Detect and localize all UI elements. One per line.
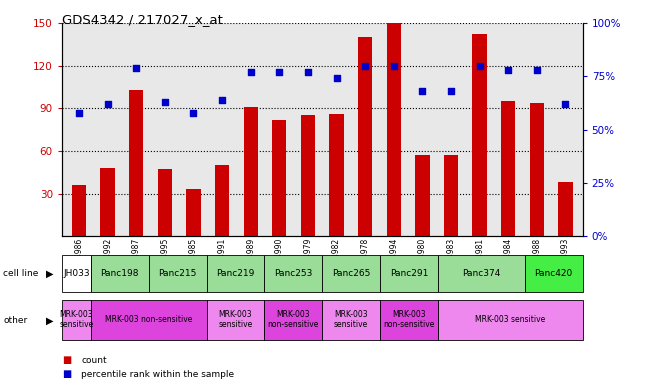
Point (389, 63, 399, 69)
Bar (206, 300, 264, 340)
Text: Panc291: Panc291 (390, 269, 428, 278)
Text: percentile rank within the sample: percentile rank within the sample (81, 370, 234, 379)
Bar (206, 255, 264, 292)
Text: MRK-003
sensitive: MRK-003 sensitive (218, 310, 253, 329)
Bar (501, 101, 516, 236)
Point (102, 101, 113, 107)
Point (245, 69, 256, 75)
Text: GDS4342 / 217027_x_at: GDS4342 / 217027_x_at (62, 13, 223, 26)
Bar (559, 182, 573, 236)
Text: MRK-003
sensitive: MRK-003 sensitive (59, 310, 94, 329)
Point (303, 69, 313, 75)
Point (217, 97, 227, 103)
Point (74, 109, 84, 116)
Point (503, 67, 514, 73)
Point (446, 88, 456, 94)
Text: count: count (81, 356, 107, 365)
Text: other: other (3, 316, 27, 325)
Text: Panc198: Panc198 (100, 269, 139, 278)
Bar (100, 168, 115, 236)
Bar (329, 114, 344, 236)
Bar (415, 155, 430, 236)
Bar (129, 90, 143, 236)
Text: MRK-003
non-sensitive: MRK-003 non-sensitive (383, 310, 435, 329)
Text: ■: ■ (62, 355, 71, 365)
Text: Panc265: Panc265 (332, 269, 370, 278)
Bar (72, 185, 86, 236)
Point (331, 75, 342, 81)
Bar (148, 255, 206, 292)
Point (360, 63, 370, 69)
Point (131, 65, 141, 71)
Bar (380, 300, 438, 340)
Point (188, 109, 199, 116)
Text: MRK-003 sensitive: MRK-003 sensitive (475, 315, 546, 324)
Bar (62, 255, 90, 292)
Bar (358, 37, 372, 236)
Bar (272, 120, 286, 236)
Point (561, 101, 571, 107)
Text: ▶: ▶ (46, 268, 53, 278)
Bar (322, 300, 380, 340)
Point (475, 63, 485, 69)
Bar (215, 165, 229, 236)
Point (274, 69, 284, 75)
Text: Panc420: Panc420 (534, 269, 573, 278)
Bar (387, 23, 401, 236)
Text: Panc215: Panc215 (158, 269, 197, 278)
Bar (380, 255, 438, 292)
Bar (264, 255, 322, 292)
Bar (301, 115, 315, 236)
Text: MRK-003
non-sensitive: MRK-003 non-sensitive (268, 310, 319, 329)
Text: Panc253: Panc253 (274, 269, 312, 278)
Point (159, 99, 170, 105)
Bar (438, 255, 525, 292)
Text: ▶: ▶ (46, 316, 53, 326)
Text: JH033: JH033 (63, 269, 90, 278)
Bar (186, 189, 201, 236)
Bar (90, 255, 148, 292)
Bar (158, 169, 172, 236)
Text: cell line: cell line (3, 269, 38, 278)
Bar (62, 300, 90, 340)
Point (417, 88, 428, 94)
Text: ■: ■ (62, 369, 71, 379)
Bar (473, 35, 487, 236)
Bar (444, 155, 458, 236)
Bar (322, 255, 380, 292)
Bar (264, 300, 322, 340)
Bar (525, 255, 583, 292)
Bar (243, 107, 258, 236)
Point (532, 67, 542, 73)
Text: Panc219: Panc219 (216, 269, 255, 278)
Bar (530, 103, 544, 236)
Text: MRK-003
sensitive: MRK-003 sensitive (334, 310, 368, 329)
Bar (438, 300, 583, 340)
Text: MRK-003 non-sensitive: MRK-003 non-sensitive (105, 315, 192, 324)
Text: Panc374: Panc374 (462, 269, 501, 278)
Bar (90, 300, 206, 340)
